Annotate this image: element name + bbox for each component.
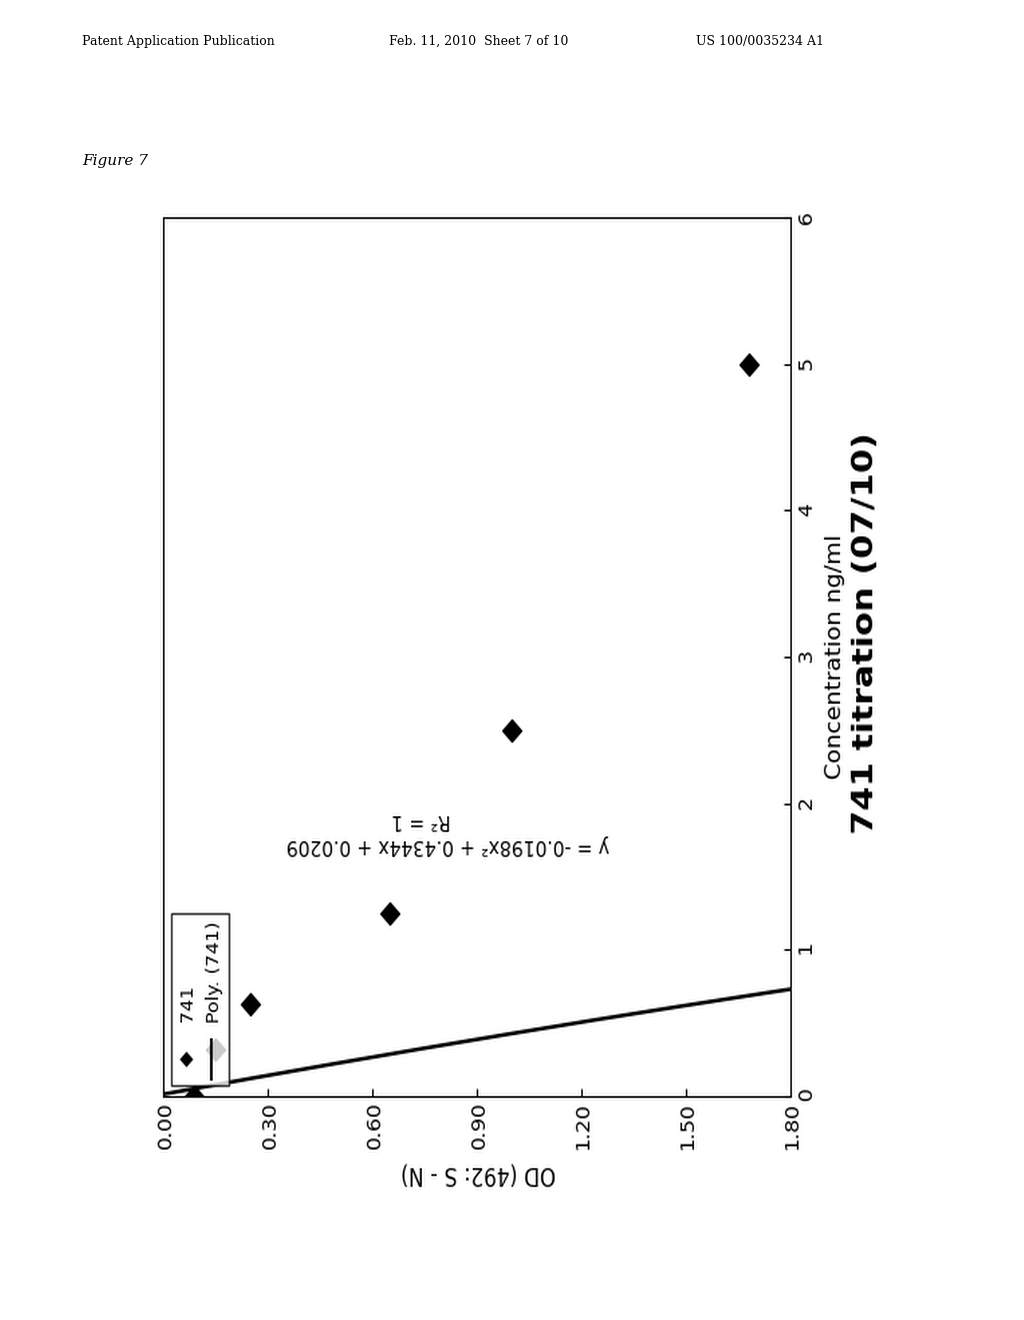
Text: US 100/0035234 A1: US 100/0035234 A1	[696, 34, 824, 48]
Text: Feb. 11, 2010  Sheet 7 of 10: Feb. 11, 2010 Sheet 7 of 10	[389, 34, 568, 48]
Text: Figure 7: Figure 7	[82, 154, 147, 168]
Text: Patent Application Publication: Patent Application Publication	[82, 34, 274, 48]
